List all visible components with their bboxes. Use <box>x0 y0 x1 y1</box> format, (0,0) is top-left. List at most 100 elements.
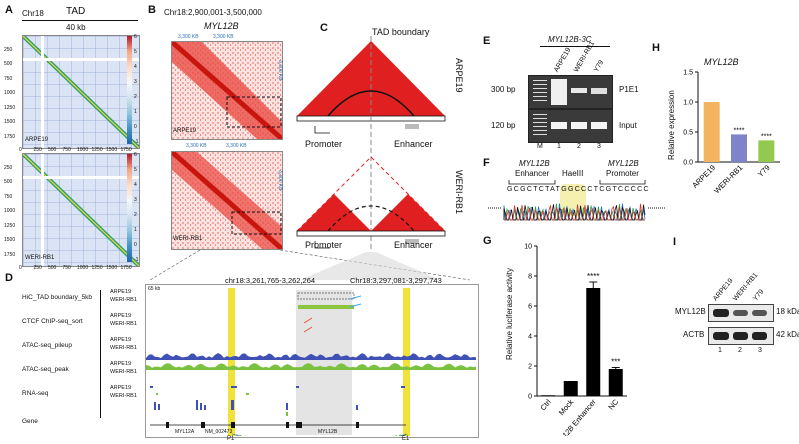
panel-d-track-name: CTCF ChIP-seq_sort <box>22 318 83 325</box>
panel-a-ytick: 250 <box>4 164 13 171</box>
panel-b-weri-svg <box>172 152 282 249</box>
panel-a-xtick: 1000 <box>77 147 89 153</box>
panel-a-heatmap-arpe19 <box>22 35 140 149</box>
panel-b-top-tick-2: 3,300 KB <box>213 34 234 40</box>
panel-d-track-name: HiC_TAD boundary_5kb <box>22 294 92 301</box>
panel-d-coord1: chr18:3,261,765-3,262,264 <box>225 276 316 285</box>
panel-a-colorbar-tick: 4 <box>134 182 137 188</box>
panel-a-xtick: 500 <box>48 147 57 153</box>
panel-c-promoter-2: Promoter <box>305 240 343 250</box>
heatmap-weri-svg <box>23 154 139 266</box>
panel-d-highlight-p1 <box>228 288 235 436</box>
panel-d-track-sub: WERI-RB1 <box>110 345 137 351</box>
panel-g-label: G <box>483 235 492 247</box>
g-significance: *** <box>611 358 620 367</box>
tad-triangle-weri-left <box>297 194 371 231</box>
panel-a-heatmap-weri <box>22 153 140 267</box>
panel-e-gel-bottom <box>528 109 613 143</box>
panel-a-xtick: 250 <box>33 147 42 153</box>
panel-a-ytick: 1250 <box>4 104 16 111</box>
panel-d-coord2: Chr18:3,297,081-3,297,743 <box>350 276 442 285</box>
panel-i-protein-myl12b: MYL12B <box>675 307 706 316</box>
panel-a-ytick: 1500 <box>4 237 16 243</box>
panel-i-cell-label: Y79 <box>752 288 766 303</box>
panel-a-xtick: 750 <box>62 147 71 153</box>
panel-h-ylabel: Relative expression <box>667 90 676 160</box>
panel-c-cell-weri: WERI-RB1 <box>454 170 464 215</box>
panel-c-diagram <box>296 36 446 251</box>
panel-b-top-tick-1: 3,300 KB <box>178 34 199 40</box>
panel-a-colorbar-top <box>127 36 132 144</box>
panel-i-size-18: 18 kDa <box>776 307 799 316</box>
panel-d-marker-e1: E1 <box>402 436 410 442</box>
g-ytick-label: 0 <box>528 394 532 401</box>
panel-d-track-sub: ARPE19 <box>110 289 132 295</box>
panel-b-region: Chr18:2,900,001-3,500,000 <box>164 8 262 17</box>
panel-a-ytick: 250 <box>4 46 13 53</box>
g-bar <box>563 381 578 396</box>
loop-arc-arpe19 <box>327 90 415 117</box>
panel-a-colorbar-tick: 2 <box>134 94 137 100</box>
g-ytick-label: 2 <box>528 364 532 371</box>
panel-a-colorbar-tick: -1 <box>134 257 139 263</box>
panel-b-bottom-tick-2: 3,300 KB <box>226 143 247 149</box>
panel-d-track-name: ATAC-seq_pileup <box>22 342 72 349</box>
panel-e-gel-top <box>528 75 613 109</box>
panel-d-gene-3: NM_002473 <box>205 429 233 435</box>
panel-a-xtick: 1750 <box>120 147 132 153</box>
panel-e-band-p1e1: P1E1 <box>619 85 639 94</box>
panel-f-promoter-sub: Promoter <box>606 169 639 178</box>
panel-a-ytick: 1000 <box>4 208 16 214</box>
panel-a-xtick: 750 <box>62 265 71 271</box>
panel-e-size-120: 120 bp <box>491 121 516 130</box>
panel-d-zoom-lines <box>149 250 471 281</box>
panel-d-track-bracket <box>100 290 101 418</box>
panel-d-track-name: RNA-seq <box>22 390 49 397</box>
panel-d-track-sub: WERI-RB1 <box>110 297 137 303</box>
g-ytick-label: 6 <box>528 304 532 311</box>
panel-f-enhancer-gene: MYL12B <box>519 159 550 168</box>
panel-a-divider <box>22 20 138 21</box>
panel-e-size-300: 300 bp <box>491 85 516 94</box>
panel-a-colorbar-tick: 6 <box>134 152 137 158</box>
panel-a-chrom: Chr18 <box>22 9 44 18</box>
panel-d-tracks-svg <box>146 292 476 436</box>
panel-d-track-sub: WERI-RB1 <box>110 393 137 399</box>
panel-a-label: A <box>5 4 13 16</box>
panel-i-protein-actb: ACTB <box>683 330 705 339</box>
panel-i-label: I <box>673 236 677 248</box>
h-significance: **** <box>761 133 772 140</box>
g-bar <box>541 395 556 397</box>
loop-arc-weri <box>327 205 415 232</box>
panel-a-colorbar-tick: 4 <box>134 64 137 70</box>
panel-i-size-42: 42 kDa <box>776 330 799 339</box>
panel-e-lane-label: Y79 <box>593 59 606 74</box>
promoter-arrow-2 <box>314 241 330 249</box>
panel-a-label-weri: WERI-RB1 <box>25 255 55 261</box>
panel-a-xtick: 250 <box>33 265 42 271</box>
panel-a-xtick: 1250 <box>91 265 103 271</box>
panel-a-colorbar-tick: 3 <box>134 197 137 203</box>
panel-d-track-sub: ARPE19 <box>110 337 132 343</box>
atac-pileup-arpe19 <box>146 353 476 360</box>
h-bar <box>703 102 720 162</box>
panel-a-label-arpe19: ARPE19 <box>25 137 49 143</box>
panel-a-xtick: 1250 <box>91 147 103 153</box>
panel-e-label: E <box>483 35 491 47</box>
panel-c-label: C <box>320 22 328 34</box>
panel-f-site: HaeIII <box>562 169 584 178</box>
panel-i-lane-number: 1 <box>718 347 722 354</box>
panel-a-colorbar-tick: -1 <box>134 139 139 145</box>
panel-b-side-tick-1: 3,300 KB <box>277 60 283 81</box>
panel-a-colorbar-tick: 5 <box>134 167 137 173</box>
panel-e-title: MYL12B-3C <box>548 35 592 44</box>
panel-i-cell-label: ARPE19 <box>712 277 735 303</box>
h-category-label: WERI-RB1 <box>712 163 744 195</box>
panel-e-lane-label: ARPE19 <box>553 46 573 74</box>
g-ytick-label: 4 <box>528 334 532 341</box>
enhancer-box-2 <box>405 239 419 244</box>
panel-c-cell-arpe19: ARPE19 <box>454 58 464 93</box>
panel-b-heatmap-weri <box>171 151 283 250</box>
panel-e-band-input: Input <box>619 121 637 130</box>
